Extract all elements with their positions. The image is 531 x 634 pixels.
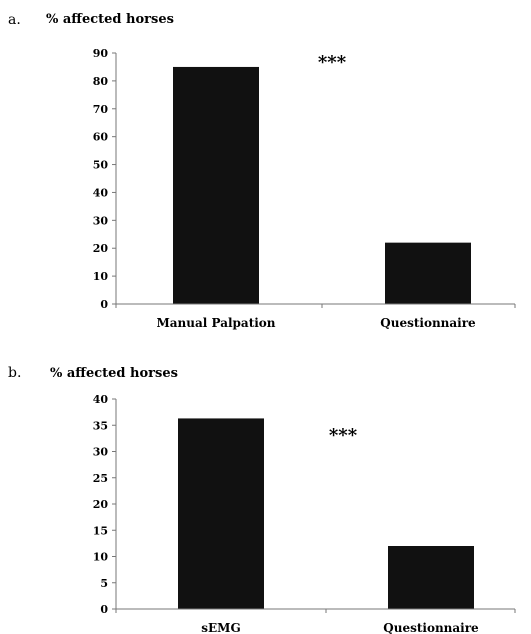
chart-a-category-label-0: Manual Palpation [156,316,275,330]
chart-a-bar-0 [173,66,259,304]
chart-a-y-tick-label-9: 90 [93,47,109,60]
chart-a-y-tick-label-7: 70 [93,103,109,116]
chart-b-y-tick-label-5: 25 [93,472,108,485]
chart-b-y-tick-label-0: 0 [100,603,108,616]
chart-b-y-tick-label-1: 5 [100,577,108,590]
chart-a-y-tick-label-0: 0 [100,298,108,311]
chart-b-significance-annotation: *** [329,425,358,446]
chart-b-y-tick-label-8: 40 [93,393,109,406]
chart-a-panel-label: a. [8,12,21,28]
chart-b-bar-0 [178,418,264,609]
chart-a-y-tick-label-4: 40 [93,186,109,199]
chart-a-y-tick-label-8: 80 [93,75,109,88]
chart-a-bar-1 [385,242,471,304]
chart-b-category-label-1: Questionnaire [383,621,479,634]
chart-a-y-tick-label-5: 50 [93,159,109,172]
chart-a-y-tick-label-6: 60 [93,131,109,144]
chart-a-y-axis-label: % affected horses [46,12,174,27]
chart-b-y-tick-label-3: 15 [93,524,108,537]
chart-b-panel-label: b. [8,365,21,381]
chart-b-y-axis-label: % affected horses [50,366,178,381]
chart-b-bar-1 [388,546,474,609]
chart-b: b. % affected horses 0 5 10 15 20 25 30 35 40 sEMG Q… [8,365,516,634]
chart-b-y-tick-label-6: 30 [93,446,109,459]
chart-b-y-tick-label-4: 20 [93,498,109,511]
chart-b-y-tick-label-2: 10 [93,551,109,564]
chart-a-y-tick-label-1: 10 [93,270,109,283]
chart-a-category-label-1: Questionnaire [380,316,476,330]
chart-a-y-tick-label-2: 20 [93,242,109,255]
chart-b-category-label-0: sEMG [201,621,240,634]
chart-a-y-tick-label-3: 30 [93,214,109,227]
chart-a-significance-annotation: *** [318,52,347,73]
chart-b-y-tick-label-7: 35 [93,419,108,432]
chart-a: a. % affected horses 0 10 20 30 40 50 60 70 80 90 Ma… [8,12,516,330]
